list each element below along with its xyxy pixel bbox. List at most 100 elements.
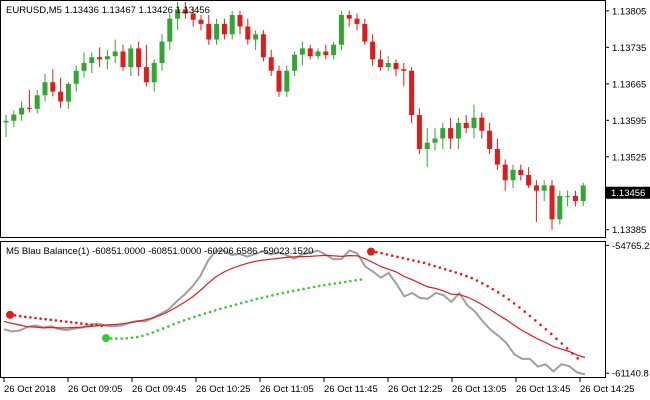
chart-header: EURUSD,M5 1.13436 1.13467 1.13426 1.1345… xyxy=(6,5,210,16)
candle xyxy=(89,52,95,73)
candle xyxy=(97,47,103,68)
gray-line xyxy=(3,249,586,376)
candle xyxy=(455,117,461,149)
candle-body xyxy=(393,62,399,70)
red-dot xyxy=(85,322,88,326)
candle xyxy=(206,15,212,45)
candle-body xyxy=(221,23,227,35)
candle-body xyxy=(97,57,103,60)
candle xyxy=(198,15,204,31)
candle-body xyxy=(104,56,110,60)
candle-body xyxy=(81,62,87,71)
red-dot xyxy=(39,317,42,320)
red-dot xyxy=(438,266,442,269)
candle-body xyxy=(440,128,446,139)
candle xyxy=(463,115,469,134)
candle-body xyxy=(299,48,305,55)
candle-body xyxy=(292,54,298,71)
red-dot xyxy=(422,261,426,265)
candle-body xyxy=(151,62,157,83)
candle xyxy=(237,10,243,35)
red-dot xyxy=(64,320,68,323)
candle-body xyxy=(245,26,251,40)
candle-body xyxy=(276,70,282,92)
candle xyxy=(11,110,17,128)
time-tick-label: 26 Oct 13:05 xyxy=(452,384,506,395)
candle xyxy=(167,13,173,50)
green-dot xyxy=(208,310,212,314)
red-dot xyxy=(534,319,537,322)
red-dot xyxy=(449,269,452,273)
candle-body xyxy=(424,142,430,149)
candle xyxy=(487,122,493,155)
candle xyxy=(401,62,407,87)
candle-body xyxy=(533,185,539,191)
price-tick-label: 1.13665 xyxy=(612,79,646,90)
red-dot xyxy=(412,259,415,262)
indicator-tick-label: -61140.8 xyxy=(612,369,649,380)
candle-body xyxy=(518,169,524,176)
candle xyxy=(292,51,298,77)
candle-body xyxy=(307,48,313,57)
red-dot xyxy=(528,314,532,318)
candle-body xyxy=(58,91,64,102)
green-dot xyxy=(312,285,316,289)
red-dot xyxy=(544,327,548,331)
candle xyxy=(354,13,360,31)
time-tick-label: 26 Oct 14:25 xyxy=(580,384,634,395)
green-dot xyxy=(297,288,300,292)
red-dot xyxy=(507,298,511,301)
candle xyxy=(284,65,290,97)
green-dot xyxy=(219,307,222,311)
candle-body xyxy=(34,95,40,109)
candle xyxy=(518,164,524,181)
green-dot xyxy=(333,282,337,285)
candle-body xyxy=(190,13,196,20)
red-dot xyxy=(401,256,405,260)
candle-body xyxy=(182,9,188,14)
green-dot xyxy=(146,332,149,336)
candle-body xyxy=(541,185,547,191)
candle xyxy=(143,44,149,87)
candle-body xyxy=(338,15,344,45)
green-dot xyxy=(161,327,165,330)
green-dot xyxy=(198,313,201,317)
red-dot xyxy=(24,315,27,319)
candle-body xyxy=(50,82,56,92)
green-dot xyxy=(109,337,113,340)
candle-body xyxy=(416,115,422,149)
red-dot xyxy=(555,337,558,340)
indicator-pane[interactable] xyxy=(0,241,606,378)
green-dot xyxy=(281,291,285,295)
candle-body xyxy=(354,18,360,24)
red-dot xyxy=(417,260,421,263)
candle xyxy=(50,69,56,97)
green-dot xyxy=(317,284,321,288)
candle-body xyxy=(331,44,337,56)
red-dot xyxy=(502,294,505,298)
green-dot xyxy=(343,280,347,284)
candle-body xyxy=(370,41,376,60)
price-tick-label: 1.13735 xyxy=(612,43,646,54)
green-dot xyxy=(338,281,342,285)
green-dot xyxy=(193,315,196,319)
candle xyxy=(424,128,430,168)
red-dot xyxy=(549,332,553,336)
main-price-pane[interactable] xyxy=(0,0,606,238)
candle-body xyxy=(471,117,477,129)
candle xyxy=(276,65,282,97)
candle xyxy=(120,44,126,71)
green-dot xyxy=(276,292,279,296)
green-dot xyxy=(265,295,269,298)
time-tick-label: 26 Oct 09:05 xyxy=(68,384,122,395)
candle xyxy=(221,18,227,40)
red-dot xyxy=(571,352,574,355)
green-dot xyxy=(328,283,331,286)
candle-body xyxy=(260,34,266,58)
candle-body xyxy=(268,57,274,71)
candle-body xyxy=(377,59,383,68)
candle xyxy=(34,90,40,114)
candle xyxy=(182,2,188,19)
price-tick-label: 1.13525 xyxy=(612,152,646,163)
